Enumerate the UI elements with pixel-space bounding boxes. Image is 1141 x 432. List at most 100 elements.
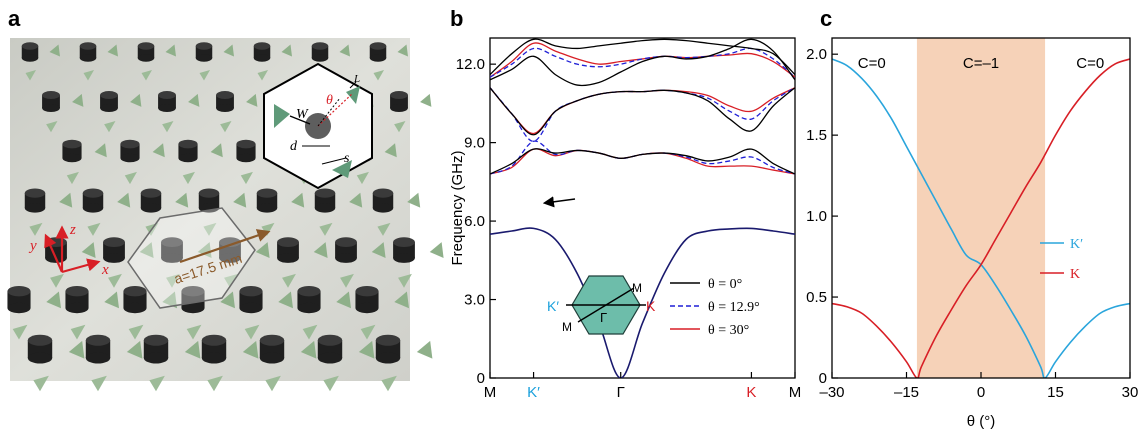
prism-object (152, 143, 165, 158)
pillar-object (256, 188, 278, 213)
legend: K′ K (1040, 237, 1083, 282)
prism-object (184, 340, 201, 359)
x-tick-label: 15 (1047, 384, 1064, 401)
panel-label-c: c (820, 6, 832, 31)
pillar-object (100, 91, 118, 113)
prism-object (360, 324, 376, 340)
prism-object (244, 324, 260, 340)
pillar-object (375, 334, 401, 364)
prism-object (59, 192, 73, 208)
pillar-object (161, 237, 183, 263)
prism-object (323, 375, 339, 392)
prism-object (81, 242, 96, 258)
prism-object (149, 375, 165, 392)
prism-object (358, 340, 375, 359)
x-tick-label: Γ (617, 384, 625, 401)
inset-d-label: d (290, 139, 298, 154)
prism-object (25, 70, 36, 81)
pillar-object (216, 91, 234, 113)
pillar-object (42, 91, 60, 113)
prism-object (416, 340, 433, 359)
pillar-object (79, 42, 97, 62)
x-tick-label: K′ (527, 384, 540, 401)
prism-object (108, 273, 122, 288)
prism-object (188, 93, 200, 107)
prism-object (240, 171, 253, 185)
pillar-object (103, 237, 125, 263)
brillouin-zone-inset: K′ K M M Γ (547, 275, 656, 335)
prism-object (130, 93, 142, 107)
prism-object (336, 291, 351, 309)
prism-object (255, 242, 270, 258)
chern-number-label: C=–1 (963, 55, 999, 72)
pillar-object (82, 188, 104, 213)
prism-object (66, 171, 79, 185)
axis-x-label: x (101, 262, 109, 278)
prism-object (242, 340, 259, 359)
coordinate-axes: z x y (28, 222, 109, 278)
prism-object (33, 375, 49, 392)
bz-k-label: K (646, 298, 656, 314)
prism-object (224, 273, 238, 288)
pillar-object (355, 286, 379, 314)
prism-object (104, 291, 119, 309)
band4-theta12-line (490, 47, 795, 78)
pillar-object (62, 139, 82, 163)
prism-object (166, 273, 180, 288)
band-1-line (490, 227, 795, 378)
pillar-object (236, 139, 256, 163)
x-tick-label: M (484, 384, 497, 401)
x-tick-label: –15 (894, 384, 919, 401)
prism-object (46, 291, 61, 309)
dirac-point-arrow (542, 196, 576, 208)
y-tick-label: 1.0 (806, 208, 827, 225)
prism-object (128, 324, 144, 340)
legend-label: K′ (1070, 237, 1083, 252)
prism-object (72, 93, 84, 107)
band-structure-chart: 03.06.09.012.0M K′ Γ K M Frequency (GHz) K′ … (449, 37, 801, 401)
prism-object (12, 324, 28, 340)
prism-object (104, 120, 116, 133)
panel-label-a: a (8, 6, 21, 31)
prism-object (87, 222, 101, 236)
prism-object (257, 70, 268, 81)
inset-theta-label: θ (326, 93, 333, 108)
pillar-object (195, 42, 213, 62)
prism-object (340, 273, 354, 288)
prism-object (68, 340, 85, 359)
prism-object (356, 171, 369, 185)
inset-W-label: W (296, 107, 309, 122)
prism-object (278, 291, 293, 309)
series-line-k (832, 58, 1130, 378)
prism-object (220, 291, 235, 309)
band3-theta0-line (490, 87, 795, 136)
prism-object (207, 375, 223, 392)
prism-object (291, 192, 305, 208)
pillar-object (27, 334, 53, 364)
pillar-object (259, 334, 285, 364)
pillar-object (201, 334, 227, 364)
prism-object (94, 143, 107, 158)
prism-object (384, 143, 397, 158)
prism-object (223, 44, 234, 57)
prism-object (197, 242, 212, 258)
pillar-object (7, 286, 31, 314)
band2-theta12-line (490, 140, 795, 175)
axis-x-arrow (61, 258, 101, 274)
pillar-object (137, 42, 155, 62)
chern-number-label: C=0 (1076, 55, 1104, 72)
bz-kprime-label: K′ (547, 298, 559, 314)
y-axis-label: Frequency (GHz) (449, 150, 466, 265)
y-tick-label: 2.0 (806, 46, 827, 63)
prism-icon (332, 160, 352, 178)
bz-m-top-label: M (632, 281, 642, 295)
chern-number-label: C=0 (858, 55, 886, 72)
prism-object (162, 291, 177, 309)
prism-object (246, 93, 258, 107)
prism-object (141, 70, 152, 81)
pillar-object (372, 188, 394, 213)
valley-frequency-chart: 00.51.01.52.0–30 –15 0 15 30 C=0 C=–1 C=0 K′K … (806, 37, 1138, 430)
y-tick-label: 12.0 (456, 56, 485, 73)
y-tick-label: 6.0 (464, 213, 485, 230)
